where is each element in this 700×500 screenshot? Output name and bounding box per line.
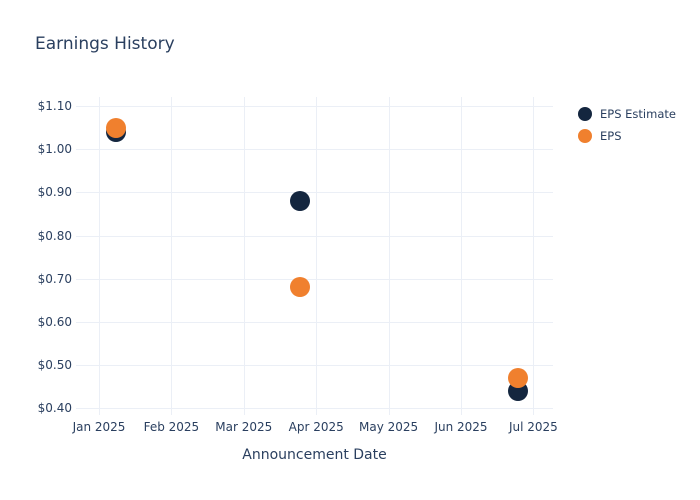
y-tick-label: $0.60 [37, 314, 72, 329]
legend-item-eps[interactable]: EPS [578, 125, 676, 147]
data-point-eps[interactable] [507, 367, 528, 388]
x-tick-label: Jan 2025 [72, 420, 126, 434]
x-tick-label: Apr 2025 [288, 420, 344, 434]
legend-marker-icon [578, 129, 592, 143]
x-tick-label: Feb 2025 [143, 420, 200, 434]
y-tick-label: $1.00 [37, 142, 72, 157]
plot-area [76, 97, 553, 415]
x-gridline [388, 97, 390, 415]
y-tick-label: $0.50 [37, 358, 72, 373]
data-point-eps[interactable] [289, 277, 310, 298]
x-gridline [99, 97, 100, 415]
data-point-eps-estimate[interactable] [289, 190, 310, 211]
y-gridline [76, 408, 553, 410]
y-tick-label: $0.40 [37, 401, 72, 416]
x-tick-label: May 2025 [359, 420, 419, 434]
x-gridline [243, 97, 245, 415]
y-gridline [76, 365, 553, 367]
x-gridline [171, 97, 173, 415]
x-tick-label: Jun 2025 [434, 420, 488, 434]
y-gridline [76, 321, 553, 323]
legend-label: EPS Estimate [600, 107, 676, 121]
legend-marker-icon [578, 107, 592, 121]
x-tick-label: Jul 2025 [508, 420, 558, 434]
legend-label: EPS [600, 129, 622, 143]
x-axis-title: Announcement Date [242, 447, 387, 463]
y-tick-label: $0.90 [37, 185, 72, 200]
data-point-eps[interactable] [106, 117, 126, 138]
legend: EPS Estimate EPS [578, 103, 676, 147]
y-tick-label: $0.80 [37, 228, 72, 243]
y-gridline [76, 149, 553, 151]
y-gridline [76, 192, 553, 194]
chart-title: Earnings History [35, 34, 175, 54]
x-tick-label: Mar 2025 [215, 420, 273, 434]
x-gridline [461, 97, 462, 415]
x-gridline [533, 97, 535, 415]
legend-item-eps-estimate[interactable]: EPS Estimate [578, 103, 676, 125]
y-gridline [76, 278, 553, 280]
y-gridline [76, 235, 553, 237]
y-gridline [76, 106, 553, 107]
y-tick-label: $0.70 [37, 271, 72, 286]
x-gridline [316, 97, 318, 415]
y-tick-label: $1.10 [37, 99, 72, 113]
